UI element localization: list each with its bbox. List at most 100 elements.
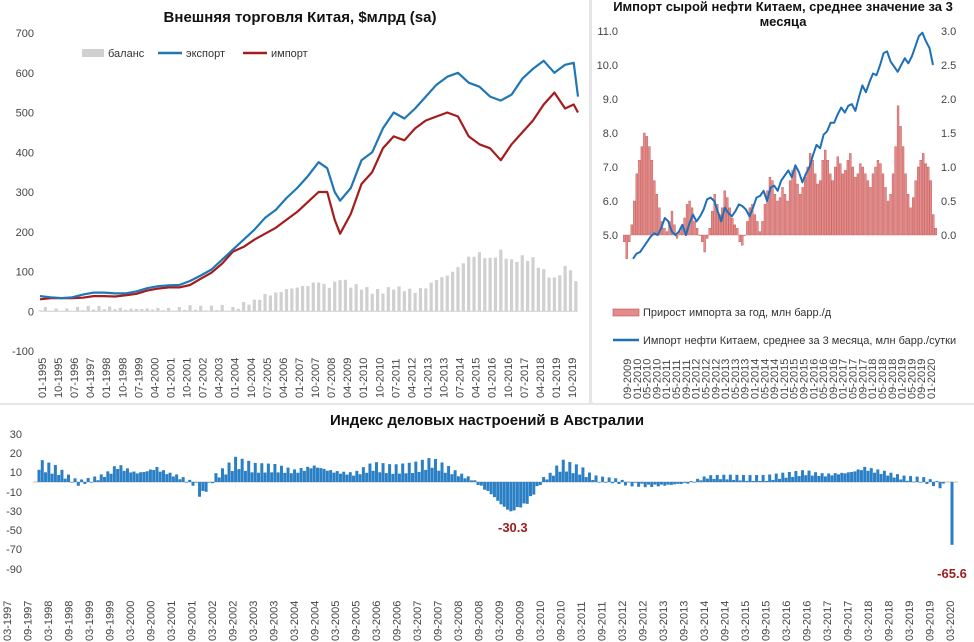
growth-bar xyxy=(653,180,656,236)
index-bar xyxy=(597,482,601,483)
growth-bar xyxy=(655,193,659,236)
growth-bar xyxy=(778,197,782,236)
legend-label-balance: баланс xyxy=(108,48,145,60)
index-bar xyxy=(741,475,745,482)
index-bar xyxy=(44,472,48,482)
index-bar xyxy=(188,479,192,482)
index-bar xyxy=(204,482,208,492)
growth-bar xyxy=(743,234,746,236)
x-tick-label: 09-2013 xyxy=(740,359,752,399)
growth-bar xyxy=(889,193,892,236)
growth-bar xyxy=(726,197,729,236)
x-tick-label: 01-1995 xyxy=(37,358,49,398)
x-tick-label: 09-2015 xyxy=(761,601,773,641)
x-tick-label: 05-2013 xyxy=(730,359,742,399)
x-tick-label: 07-2014 xyxy=(455,358,467,398)
index-bar xyxy=(817,475,821,482)
index-bar xyxy=(440,462,444,482)
balance-bar xyxy=(306,286,310,312)
y-tick-label: 700 xyxy=(16,28,34,40)
index-bar xyxy=(355,470,359,482)
x-tick-label: 10-2013 xyxy=(439,358,451,398)
index-bar xyxy=(787,471,791,482)
index-bar xyxy=(279,465,283,482)
index-bar xyxy=(758,480,762,482)
legend-label-oil-imports: Импорт нефти Китаем, среднее за 3 месяца… xyxy=(643,335,956,347)
index-bar xyxy=(466,476,470,482)
index-bar xyxy=(650,482,654,488)
x-tick-label: 01-2019 xyxy=(897,359,909,399)
balance-bar xyxy=(204,310,208,312)
x-tick-label: 03-2008 xyxy=(453,601,465,641)
x-tick-label: 03-2001 xyxy=(166,601,178,641)
index-bar xyxy=(764,480,768,482)
index-bar xyxy=(365,472,369,482)
growth-bar xyxy=(698,234,701,236)
index-bar xyxy=(584,477,588,482)
index-bar xyxy=(558,471,562,482)
index-bar xyxy=(89,482,93,483)
china-oil-chart: Импорт сырой нефти Китаем, среднее значе… xyxy=(597,0,957,399)
balance-bar xyxy=(520,255,524,312)
balance-bar xyxy=(472,256,476,312)
y-tick-label: -100 xyxy=(12,346,34,358)
balance-bar xyxy=(172,310,176,312)
index-bar xyxy=(132,471,136,482)
x-tick-label: 04-2012 xyxy=(406,358,418,398)
index-bar xyxy=(191,482,195,486)
index-bar xyxy=(633,482,637,483)
balance-bar xyxy=(386,287,390,312)
index-bar xyxy=(116,468,120,482)
index-bar xyxy=(607,477,611,482)
chart-title: Импорт сырой нефти Китаем, среднее значе… xyxy=(613,0,953,29)
index-bar xyxy=(591,479,595,482)
index-bar xyxy=(332,472,336,482)
index-bar xyxy=(781,472,785,482)
y-tick-label: -90 xyxy=(6,564,22,576)
growth-bar xyxy=(811,159,814,236)
index-bar xyxy=(83,482,87,484)
index-bar xyxy=(296,472,300,482)
index-bar xyxy=(217,477,221,482)
growth-bar xyxy=(633,200,636,236)
index-bar xyxy=(348,472,352,482)
index-bar xyxy=(76,482,80,486)
index-bar xyxy=(692,482,696,483)
growth-bar xyxy=(808,153,812,236)
panel-separator-vertical xyxy=(589,0,592,403)
growth-bar xyxy=(844,170,847,236)
index-bar xyxy=(532,482,536,495)
growth-bar xyxy=(768,176,772,236)
balance-bar xyxy=(375,289,380,312)
growth-bar xyxy=(658,207,661,236)
balance-bar xyxy=(188,305,192,312)
index-bar xyxy=(522,482,526,504)
balance-bar xyxy=(102,309,106,312)
y-left-tick-label: 8.0 xyxy=(603,128,618,140)
balance-bar xyxy=(343,279,348,312)
growth-bar xyxy=(773,193,777,236)
x-tick-label: 01-2020 xyxy=(926,359,938,399)
y-tick-label: -30 xyxy=(6,506,22,518)
growth-bar xyxy=(623,234,626,243)
index-bar xyxy=(158,471,162,482)
growth-bar xyxy=(801,187,804,236)
index-bar xyxy=(319,468,323,482)
index-bar xyxy=(489,482,493,495)
growth-bar xyxy=(643,132,646,236)
index-bar xyxy=(306,466,310,482)
balance-bar xyxy=(365,287,369,312)
x-tick-label: 07-1999 xyxy=(133,358,145,398)
growth-bar xyxy=(748,207,752,236)
growth-bar xyxy=(690,207,694,236)
index-bar xyxy=(715,474,719,482)
index-bar xyxy=(673,482,677,485)
index-bar xyxy=(450,474,454,482)
balance-bar xyxy=(370,293,374,312)
y-tick-label: -50 xyxy=(6,525,22,537)
index-bar xyxy=(735,474,739,482)
growth-bar xyxy=(786,200,789,236)
balance-bar xyxy=(75,307,80,312)
index-bar xyxy=(411,472,415,482)
y-tick-label: 0 xyxy=(28,306,34,318)
